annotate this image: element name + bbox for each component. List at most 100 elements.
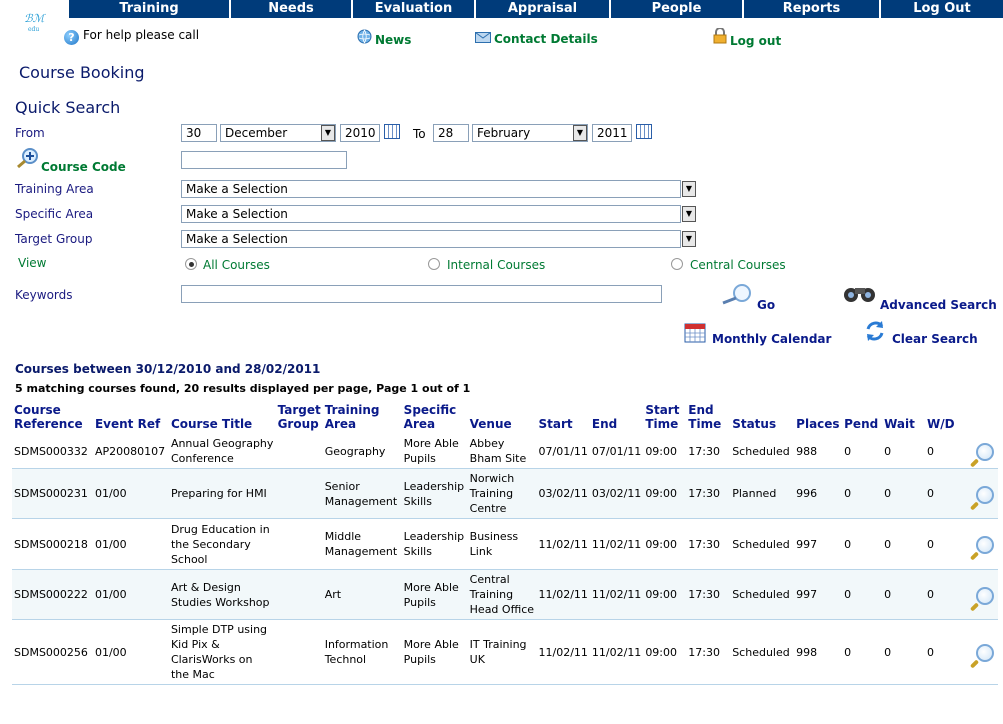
specific-area-select[interactable]: Make a Selection (181, 205, 681, 223)
tab-reports[interactable]: Reports (744, 0, 879, 18)
to-calendar-icon[interactable] (636, 124, 652, 139)
cell-training-area: Middle Management (322, 518, 402, 570)
tab-training[interactable]: Training (69, 0, 229, 18)
clear-search-link[interactable]: Clear Search (892, 332, 978, 346)
from-month-select[interactable]: December (220, 124, 336, 142)
tab-appraisal[interactable]: Appraisal (476, 0, 609, 18)
view-details-icon[interactable] (975, 586, 994, 605)
cell-pend: 0 (842, 518, 883, 570)
contact-details-link[interactable]: Contact Details (475, 29, 598, 46)
cell-start-time: 09:00 (643, 468, 687, 519)
logout-link[interactable]: Log out (713, 27, 781, 48)
col-wd[interactable]: W/D (927, 417, 955, 431)
binoculars-icon[interactable] (842, 282, 878, 307)
course-code-input[interactable] (181, 151, 347, 169)
tab-evaluation[interactable]: Evaluation (353, 0, 474, 18)
tab-needs[interactable]: Needs (231, 0, 351, 18)
col-pend[interactable]: Pend (844, 417, 879, 431)
cell-start: 11/02/11 (536, 569, 590, 620)
table-row[interactable]: SDMS000222 01/00 Art & Design Studies Wo… (12, 569, 998, 620)
cell-wd: 0 (925, 619, 968, 685)
view-details-icon[interactable] (975, 443, 994, 461)
col-end-time[interactable]: End Time (688, 403, 722, 431)
cell-venue: Central Training Head Office (467, 569, 537, 620)
cell-training-area: Art (322, 569, 402, 620)
go-button[interactable]: Go (757, 298, 776, 312)
col-wait[interactable]: Wait (884, 417, 915, 431)
col-course-reference[interactable]: Course Reference (14, 403, 83, 431)
table-row[interactable]: SDMS000256 01/00 Simple DTP using Kid Pi… (12, 619, 998, 685)
table-row[interactable]: SDMS000231 01/00 Preparing for HMI Senio… (12, 468, 998, 519)
col-training-area[interactable]: Training Area (324, 403, 380, 431)
cell-wait: 0 (882, 619, 926, 685)
keywords-input[interactable] (181, 285, 662, 303)
col-event-ref[interactable]: Event Ref (94, 417, 161, 431)
cell-places: 996 (794, 468, 843, 519)
help-icon: ? (64, 30, 79, 45)
view-details-icon[interactable] (975, 536, 994, 554)
view-details-icon[interactable] (975, 644, 994, 662)
cell-venue: Abbey Bham Site (467, 434, 537, 469)
col-end[interactable]: End (591, 417, 618, 431)
tab-people[interactable]: People (611, 0, 742, 18)
from-month-dropdown-icon[interactable]: ▼ (321, 125, 335, 141)
cell-venue: Business Link (467, 518, 537, 570)
col-status[interactable]: Status (732, 417, 777, 431)
table-row[interactable]: SDMS000218 01/00 Drug Education in the S… (12, 518, 998, 570)
col-venue[interactable]: Venue (469, 417, 512, 431)
col-specific-area[interactable]: Specific Area (403, 403, 457, 431)
calendar-icon[interactable] (684, 321, 706, 346)
to-month-dropdown-icon[interactable]: ▼ (573, 125, 587, 141)
cell-specific-area: More Able Pupils (401, 569, 468, 620)
cell-start-time: 09:00 (643, 518, 687, 570)
cell-start: 07/01/11 (536, 434, 590, 469)
view-details-icon[interactable] (975, 485, 994, 504)
specific-area-dropdown-icon[interactable]: ▼ (682, 206, 696, 222)
to-month-select[interactable]: February (472, 124, 588, 142)
radio-internal-courses[interactable] (428, 258, 440, 270)
radio-central-courses-label[interactable]: Central Courses (690, 258, 786, 272)
course-code-search-icon[interactable] (15, 147, 41, 172)
advanced-search-button[interactable]: Advanced Search (880, 298, 997, 312)
radio-all-courses-label[interactable]: All Courses (203, 258, 270, 272)
radio-central-courses[interactable] (671, 258, 683, 270)
training-area-dropdown-icon[interactable]: ▼ (682, 181, 696, 197)
table-row[interactable]: SDMS000332 AP20080107 Annual Geography C… (12, 434, 998, 469)
cell-pend: 0 (842, 468, 883, 519)
to-day-input[interactable]: 28 (433, 124, 469, 142)
cell-view (967, 468, 998, 519)
cell-training-area: Geography (322, 434, 402, 469)
refresh-icon[interactable] (864, 319, 886, 346)
cell-course-ref: SDMS000231 (12, 468, 93, 519)
cell-course-ref: SDMS000218 (12, 518, 93, 570)
cell-end: 11/02/11 (589, 619, 644, 685)
tab-logout[interactable]: Log Out (881, 0, 1003, 18)
col-course-title[interactable]: Course Title (170, 417, 253, 431)
from-calendar-icon[interactable] (384, 124, 400, 139)
radio-internal-courses-label[interactable]: Internal Courses (447, 258, 546, 272)
cell-status: Scheduled (730, 518, 795, 570)
col-places[interactable]: Places (796, 417, 840, 431)
target-group-select[interactable]: Make a Selection (181, 230, 681, 248)
radio-all-courses[interactable] (185, 258, 197, 270)
training-area-select[interactable]: Make a Selection (181, 180, 681, 198)
specific-area-label: Specific Area (15, 207, 94, 221)
view-label: View (18, 256, 47, 270)
from-year-input[interactable]: 2010 (340, 124, 380, 142)
monthly-calendar-link[interactable]: Monthly Calendar (712, 332, 832, 346)
cell-status: Scheduled (730, 569, 795, 620)
go-search-icon[interactable] (720, 283, 754, 308)
cell-target-group (275, 434, 323, 469)
cell-end-time: 17:30 (686, 468, 731, 519)
results-info: 5 matching courses found, 20 results dis… (15, 382, 471, 395)
col-start[interactable]: Start (538, 417, 573, 431)
cell-pend: 0 (842, 434, 883, 469)
col-target-group[interactable]: Target Group (277, 403, 321, 431)
cell-start-time: 09:00 (643, 619, 687, 685)
col-start-time[interactable]: Start Time (645, 403, 680, 431)
news-link[interactable]: News (357, 29, 411, 47)
cell-status: Scheduled (730, 434, 795, 469)
to-year-input[interactable]: 2011 (592, 124, 632, 142)
target-group-dropdown-icon[interactable]: ▼ (682, 231, 696, 247)
from-day-input[interactable]: 30 (181, 124, 217, 142)
